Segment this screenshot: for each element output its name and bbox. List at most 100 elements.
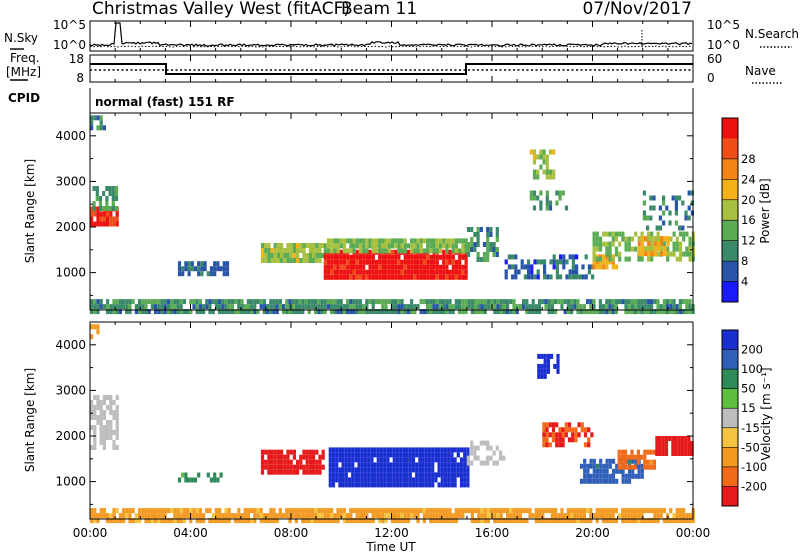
- heatmap-cell: [96, 395, 100, 400]
- heatmap-cell: [552, 169, 556, 175]
- heatmap-cell: [682, 518, 686, 524]
- heatmap-cell: [362, 274, 366, 280]
- heatmap-cell: [93, 508, 97, 514]
- heatmap-cell: [218, 508, 222, 514]
- heatmap-cell: [96, 125, 100, 131]
- heatmap-cell: [114, 191, 119, 196]
- heatmap-cell: [504, 274, 508, 280]
- heatmap-cell: [344, 452, 348, 458]
- heatmap-cell: [467, 304, 471, 310]
- heatmap-cell: [368, 269, 372, 275]
- heatmap-cell: [627, 454, 631, 460]
- heatmap-cell: [400, 299, 404, 305]
- heatmap-cell: [563, 513, 567, 519]
- heatmap-cell: [685, 309, 689, 315]
- heatmap-cell: [411, 482, 416, 488]
- heatmap-cell: [589, 458, 593, 464]
- heatmap-cell: [128, 508, 132, 514]
- heatmap-cell: [176, 508, 180, 514]
- heatmap-cell: [134, 518, 138, 524]
- heatmap-cell: [486, 247, 490, 252]
- heatmap-cell: [230, 304, 234, 310]
- heatmap-cell: [273, 459, 277, 465]
- heatmap-cell: [466, 477, 470, 483]
- colorbar-tick-label: 8: [741, 254, 748, 268]
- heatmap-cell: [476, 232, 480, 237]
- heatmap-cell: [634, 304, 638, 310]
- heatmap-cell: [402, 457, 406, 463]
- heatmap-cell: [296, 464, 300, 470]
- heatmap-cell: [160, 309, 164, 315]
- heatmap-cell: [177, 271, 182, 277]
- heatmap-cell: [307, 508, 311, 514]
- heatmap-cell: [438, 243, 443, 249]
- heatmap-cell: [690, 451, 694, 456]
- heatmap-cell: [624, 513, 628, 519]
- colorbar-swatch: [722, 261, 738, 282]
- colorbar-swatch: [722, 349, 738, 370]
- heatmap-cell: [387, 513, 391, 519]
- heatmap-cell: [659, 513, 663, 519]
- heatmap-cell: [339, 304, 343, 310]
- heatmap-cell: [243, 508, 247, 514]
- heatmap-cell: [545, 174, 549, 180]
- heatmap-cell: [352, 259, 356, 265]
- heatmap-cell: [672, 231, 676, 237]
- heatmap-cell: [548, 422, 552, 428]
- heatmap-cell: [605, 478, 609, 484]
- heatmap-cell: [627, 256, 631, 262]
- heatmap-cell: [387, 259, 391, 265]
- heatmap-cell: [550, 304, 554, 310]
- heatmap-cell: [427, 477, 432, 483]
- heatmap-cell: [649, 215, 653, 221]
- heatmap-cell: [280, 454, 284, 460]
- heatmap-cell: [330, 518, 334, 524]
- heatmap-cell: [304, 518, 308, 524]
- colorbar-frame: [721, 117, 739, 303]
- heatmap-cell: [502, 309, 506, 315]
- heatmap-cell: [99, 430, 103, 435]
- heatmap-cell: [326, 274, 331, 280]
- colorbar-tick-label: 100: [741, 362, 763, 376]
- heatmap-cell: [292, 449, 296, 455]
- heatmap-cell: [365, 299, 369, 305]
- heatmap-cell: [109, 420, 113, 425]
- heatmap-cell: [208, 508, 212, 514]
- heatmap-cell: [640, 518, 644, 524]
- heatmap-cell: [656, 299, 660, 305]
- heatmap-cell: [90, 115, 94, 121]
- heatmap-cell: [109, 400, 113, 405]
- heatmap-cell: [486, 304, 490, 310]
- heatmap-cell: [92, 186, 96, 191]
- heatmap-cell: [554, 508, 558, 514]
- heatmap-cell: [384, 259, 388, 265]
- heatmap-cell: [634, 231, 638, 237]
- heatmap-cell: [355, 269, 359, 275]
- heatmap-cell: [147, 309, 151, 315]
- heatmap-cell: [182, 518, 186, 524]
- heatmap-cell: [464, 299, 468, 305]
- heatmap-cell: [381, 243, 385, 249]
- heatmap-cell: [351, 457, 355, 463]
- heatmap-cell: [520, 264, 524, 270]
- heatmap-cell: [555, 422, 559, 428]
- heatmap-cell: [633, 464, 637, 470]
- heatmap-cell: [448, 508, 452, 514]
- heatmap-cell: [112, 299, 116, 305]
- heatmap-cell: [611, 304, 615, 310]
- heatmap-cell: [105, 201, 109, 206]
- heatmap-cell: [416, 304, 420, 310]
- heatmap-cell: [305, 464, 309, 470]
- heatmap-cell: [496, 299, 500, 305]
- cpid-label: CPID: [8, 91, 40, 105]
- heatmap-cell: [443, 477, 448, 483]
- heatmap-cell: [373, 447, 377, 453]
- heatmap-cell: [504, 259, 508, 265]
- heatmap-cell: [438, 264, 443, 270]
- heatmap-cell: [570, 513, 574, 519]
- heatmap-cell: [533, 274, 537, 280]
- heatmap-cell: [429, 299, 433, 305]
- heatmap-cell: [403, 309, 407, 315]
- heatmap-cell: [506, 518, 510, 524]
- heatmap-cell: [421, 482, 425, 488]
